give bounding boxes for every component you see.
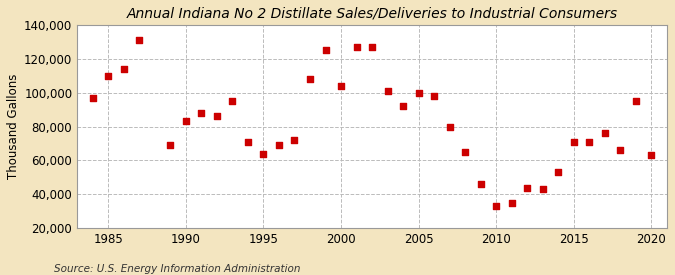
Point xyxy=(258,152,269,156)
Point xyxy=(227,99,238,103)
Point xyxy=(382,89,393,93)
Point xyxy=(351,45,362,49)
Point xyxy=(460,150,470,154)
Point xyxy=(304,77,315,81)
Point xyxy=(134,38,144,42)
Point xyxy=(413,90,424,95)
Point xyxy=(211,114,222,119)
Point xyxy=(118,67,129,71)
Point xyxy=(553,170,564,174)
Point xyxy=(646,153,657,158)
Point xyxy=(615,148,626,152)
Point xyxy=(165,143,176,147)
Point xyxy=(537,187,548,191)
Point xyxy=(242,140,253,144)
Point xyxy=(87,95,98,100)
Point xyxy=(196,111,207,115)
Point xyxy=(599,131,610,136)
Point xyxy=(444,124,455,129)
Point xyxy=(320,48,331,53)
Y-axis label: Thousand Gallons: Thousand Gallons xyxy=(7,74,20,179)
Title: Annual Indiana No 2 Distillate Sales/Deliveries to Industrial Consumers: Annual Indiana No 2 Distillate Sales/Del… xyxy=(126,7,618,21)
Point xyxy=(584,140,595,144)
Point xyxy=(180,119,191,124)
Text: Source: U.S. Energy Information Administration: Source: U.S. Energy Information Administ… xyxy=(54,264,300,274)
Point xyxy=(568,140,579,144)
Point xyxy=(335,84,346,88)
Point xyxy=(491,204,502,208)
Point xyxy=(273,143,284,147)
Point xyxy=(398,104,408,108)
Point xyxy=(289,138,300,142)
Point xyxy=(506,200,517,205)
Point xyxy=(367,45,377,49)
Point xyxy=(522,185,533,190)
Point xyxy=(475,182,486,186)
Point xyxy=(429,94,439,98)
Point xyxy=(630,99,641,103)
Point xyxy=(103,73,113,78)
